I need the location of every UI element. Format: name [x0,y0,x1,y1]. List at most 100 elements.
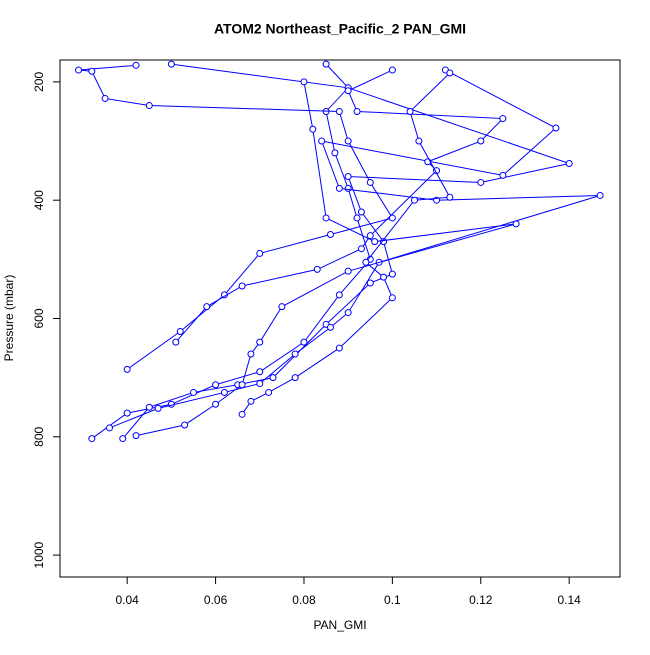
data-point [203,303,211,311]
y-tick-label: 800 [32,426,46,446]
data-point [344,184,352,192]
data-point [256,249,264,257]
data-point [101,94,109,102]
data-point [309,125,317,133]
profile-line [109,69,601,429]
data-point [371,238,379,246]
data-point [357,208,365,216]
data-point [313,265,321,273]
data-point [123,365,131,373]
data-point [238,381,246,389]
data-point [106,424,114,432]
data-point [88,67,96,75]
data-point [335,344,343,352]
data-point [256,368,264,376]
data-point [353,214,361,222]
data-point [353,107,361,115]
data-point [326,323,334,331]
data-point [238,410,246,418]
data-point [212,400,220,408]
data-point [499,171,507,179]
y-tick-label: 400 [32,190,46,210]
data-point [406,107,414,115]
data-point [388,214,396,222]
data-point [380,273,388,281]
data-point [326,231,334,239]
data-point [344,137,352,145]
x-axis-label: PAN_GMI [313,618,366,632]
data-point [278,303,286,311]
data-point [344,87,352,95]
data-point [256,380,264,388]
y-tick-label: 600 [32,308,46,328]
data-point [596,191,604,199]
data-point [238,282,246,290]
data-point [123,409,131,417]
data-point [132,432,140,440]
profile-line [135,81,517,437]
data-point [265,388,273,396]
data-point [269,374,277,382]
data-point [388,270,396,278]
data-point [331,149,339,157]
data-point [335,184,343,192]
plot-frame [59,59,621,578]
data-point [366,279,374,287]
x-tick-label: 0.08 [292,593,316,607]
data-point [388,294,396,302]
data-point [415,137,423,145]
y-tick-label: 1000 [32,541,46,568]
data-point [362,258,370,266]
data-point [167,60,175,68]
x-tick-label: 0.14 [557,593,581,607]
data-point [247,350,255,358]
profile-line [91,63,371,439]
data-point [181,421,189,429]
data-point [300,78,308,86]
data-point [477,178,485,186]
data-point [256,338,264,346]
data-point [172,338,180,346]
data-point [565,160,573,168]
data-point [220,388,228,396]
data-point [300,338,308,346]
data-point [446,193,454,201]
data-point [512,220,520,228]
data-point [291,350,299,358]
data-point [247,397,255,405]
data-point [552,124,560,132]
data-point [388,66,396,74]
data-point [145,403,153,411]
data-point [119,435,127,443]
y-axis-label: Pressure (mbar) [2,275,16,362]
y-tick-label: 200 [32,72,46,92]
data-point [75,66,83,74]
data-point [291,374,299,382]
data-point [322,214,330,222]
data-point [366,232,374,240]
data-point [499,115,507,123]
data-point [335,291,343,299]
data-point [477,137,485,145]
data-point [335,107,343,115]
x-tick-label: 0.12 [469,593,493,607]
data-point [212,381,220,389]
data-point [344,267,352,275]
data-point [318,137,326,145]
data-point [132,61,140,69]
data-point [344,309,352,317]
data-point [357,245,365,253]
profile-line [78,64,394,370]
data-point [366,178,374,186]
data-point [322,60,330,68]
chart-title: ATOM2 Northeast_Pacific_2 PAN_GMI [214,21,466,37]
x-tick-label: 0.06 [204,593,228,607]
x-tick-label: 0.04 [116,593,140,607]
data-point [344,173,352,181]
data-point [176,328,184,336]
data-point [446,69,454,77]
x-tick-label: 0.1 [384,593,401,607]
data-point [154,404,162,412]
data-point [410,196,418,204]
